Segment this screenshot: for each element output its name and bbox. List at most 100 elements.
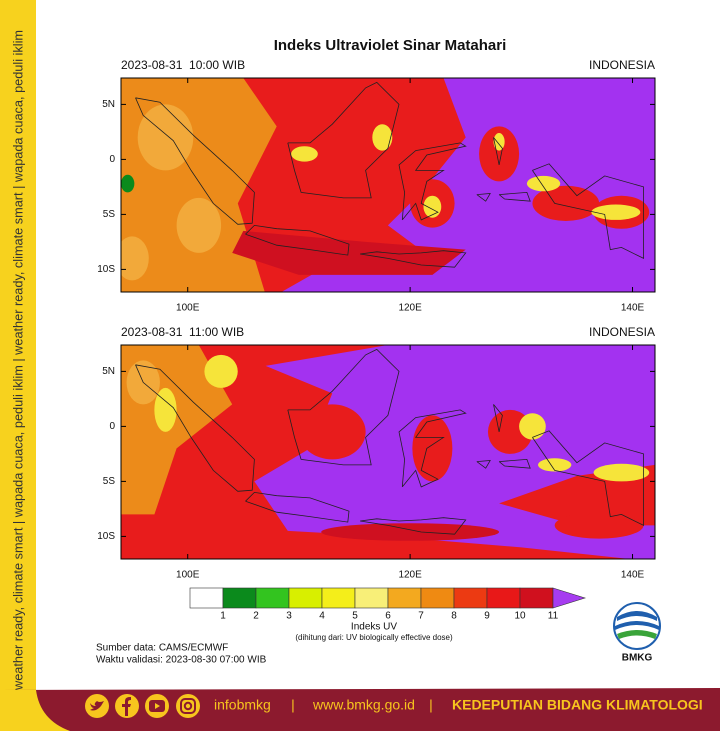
colorbar-label: 9 — [484, 611, 490, 622]
uv-patch — [291, 146, 318, 162]
uv-patch — [593, 463, 650, 482]
coastline — [498, 191, 531, 202]
uv-patch — [412, 415, 453, 482]
uv-patch — [493, 133, 505, 151]
colorbar-segment — [486, 587, 521, 609]
map-frame — [120, 344, 656, 560]
coastline — [360, 517, 467, 535]
lon-label: 100E — [176, 303, 200, 314]
uv-patch — [121, 236, 149, 281]
uv-patch — [321, 523, 500, 541]
colorbar-label: 8 — [451, 611, 457, 622]
youtube-play — [155, 703, 160, 709]
uv-patch — [554, 512, 644, 539]
coastline — [498, 458, 531, 469]
lon-label: 120E — [398, 570, 422, 581]
lat-label: 5N — [102, 366, 115, 377]
coastline — [245, 224, 350, 256]
lon-label: 120E — [398, 303, 422, 314]
uv-map — [121, 345, 655, 559]
logo-text: BMKG — [622, 653, 653, 664]
uv-patch — [372, 124, 393, 151]
side-text: weather ready, climate smart | wapada cu… — [11, 30, 25, 691]
logo-stripe — [617, 630, 657, 639]
coastline — [476, 193, 491, 202]
colorbar-title: Indeks UV — [351, 622, 397, 633]
region: INDONESIA — [589, 325, 655, 339]
coastline — [245, 491, 350, 523]
map-frame — [120, 77, 656, 293]
logo — [613, 602, 661, 650]
colorbar-segment — [288, 587, 323, 609]
colorbar-label: 1 — [220, 611, 226, 622]
colorbar-label: 3 — [286, 611, 292, 622]
lat-label: 5S — [103, 476, 116, 487]
uv-region — [232, 230, 466, 275]
colorbar-segment — [321, 587, 356, 609]
title: Indeks Ultraviolet Sinar Matahari — [274, 37, 507, 54]
side-strip — [0, 0, 36, 700]
coastline — [360, 250, 467, 268]
uv-patch — [121, 174, 135, 193]
timestamp: 2023-08-31 11:00 WIB — [121, 325, 244, 339]
coastline — [287, 81, 400, 199]
colorbar-segment — [420, 587, 455, 609]
uv-patch — [526, 175, 561, 192]
uv-patch — [298, 404, 366, 460]
coastline — [398, 142, 467, 221]
footer-corner — [0, 690, 70, 731]
footer-handle[interactable]: infobmkg — [214, 697, 271, 713]
uv-patch — [519, 413, 546, 440]
colorbar-label: 5 — [352, 611, 358, 622]
uv-patch — [204, 354, 238, 388]
colorbar-over — [552, 587, 587, 609]
lat-label: 5S — [103, 209, 116, 220]
uv-patch — [176, 197, 222, 253]
colorbar-segment — [387, 587, 422, 609]
coastline — [287, 348, 400, 466]
coastline — [532, 163, 644, 260]
colorbar-label: 2 — [253, 611, 259, 622]
lat-label: 10S — [97, 531, 115, 542]
colorbar-segment — [255, 587, 290, 609]
uv-patch — [423, 195, 442, 218]
logo-stripe — [617, 611, 657, 621]
coastline — [398, 409, 467, 488]
coastline — [493, 137, 503, 165]
colorbar-segment — [189, 587, 224, 609]
timestamp: 2023-08-31 10:00 WIB — [121, 58, 245, 72]
uv-region — [254, 345, 655, 559]
lat-label: 0 — [109, 154, 115, 165]
colorbar-label: 6 — [385, 611, 391, 622]
uv-patch — [591, 204, 641, 220]
lat-label: 0 — [109, 421, 115, 432]
region: INDONESIA — [589, 58, 655, 72]
uv-patch — [538, 458, 572, 472]
colorbar-segment — [354, 587, 389, 609]
uv-map — [121, 78, 655, 292]
colorbar-note: (dihitung dari: UV biologically effectiv… — [295, 633, 453, 642]
colorbar-segment — [222, 587, 257, 609]
colorbar-segment — [453, 587, 488, 609]
colorbar-label: 10 — [514, 611, 526, 622]
colorbar-segment — [519, 587, 554, 609]
footer-separator: | — [291, 697, 295, 713]
coastline — [476, 460, 491, 469]
colorbar-label: 7 — [418, 611, 424, 622]
coastline — [493, 404, 503, 432]
logo-stripe — [615, 621, 659, 630]
footer-url[interactable]: www.bmkg.go.id — [312, 697, 415, 713]
colorbar-label: 11 — [548, 611, 559, 622]
source: Sumber data: CAMS/ECMWF — [96, 643, 228, 654]
instagram-lens — [183, 701, 193, 711]
facebook-glyph — [122, 697, 131, 716]
uv-patch — [479, 126, 520, 182]
footer-separator: | — [429, 697, 433, 713]
instagram-icon[interactable] — [176, 694, 200, 718]
lat-label: 10S — [97, 264, 115, 275]
coastline — [135, 97, 255, 225]
social-icons — [85, 694, 200, 718]
lon-label: 140E — [621, 570, 645, 581]
footer-department: KEDEPUTIAN BIDANG KLIMATOLOGI — [452, 697, 703, 713]
